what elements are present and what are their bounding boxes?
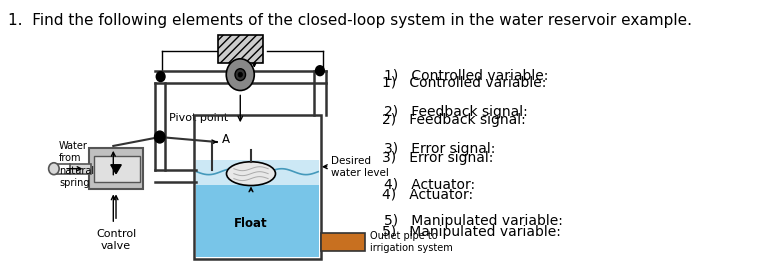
Text: Float: Float [234, 217, 268, 230]
Text: Desired
water level: Desired water level [331, 155, 389, 178]
Bar [196, 160, 319, 184]
Circle shape [49, 163, 59, 175]
Bar [217, 35, 263, 63]
Text: 4)   Actuator:: 4) Actuator: [382, 188, 474, 202]
Circle shape [226, 59, 254, 90]
Text: B: B [240, 34, 249, 47]
Text: Water
from
natural
spring: Water from natural spring [59, 141, 94, 188]
Text: 5)   Manipulated variable:: 5) Manipulated variable: [382, 225, 561, 239]
Circle shape [155, 131, 165, 143]
Text: 3)   Error signal:: 3) Error signal: [382, 151, 494, 165]
Text: 2)   Feedback signal:: 2) Feedback signal: [382, 113, 526, 127]
Bar [321, 233, 364, 251]
Bar [196, 160, 319, 257]
Text: 1.  Find the following elements of the closed-loop system in the water reservoir: 1. Find the following elements of the cl… [8, 13, 692, 28]
Text: 5)   Manipulated variable:: 5) Manipulated variable: [383, 214, 563, 228]
Circle shape [316, 66, 324, 76]
Text: 3)   Error signal:: 3) Error signal: [383, 142, 495, 156]
Text: 2)   Feedback signal:: 2) Feedback signal: [383, 105, 527, 119]
Bar [69, 164, 91, 174]
Text: A: A [222, 133, 230, 146]
Text: Control
valve: Control valve [96, 229, 136, 251]
Polygon shape [111, 165, 121, 174]
Text: 4)   Actuator:: 4) Actuator: [383, 178, 475, 192]
Bar [194, 115, 321, 259]
Circle shape [156, 72, 165, 81]
Text: 1)   Controlled variable:: 1) Controlled variable: [382, 76, 547, 90]
Text: Outlet pipe to
irrigation system: Outlet pipe to irrigation system [370, 231, 453, 253]
Text: Pivot point: Pivot point [169, 113, 228, 123]
Circle shape [235, 69, 246, 81]
Bar [89, 148, 143, 189]
Bar [94, 156, 139, 182]
Ellipse shape [226, 162, 276, 186]
Text: 1)   Controlled variable:: 1) Controlled variable: [383, 69, 548, 83]
Circle shape [238, 72, 243, 77]
